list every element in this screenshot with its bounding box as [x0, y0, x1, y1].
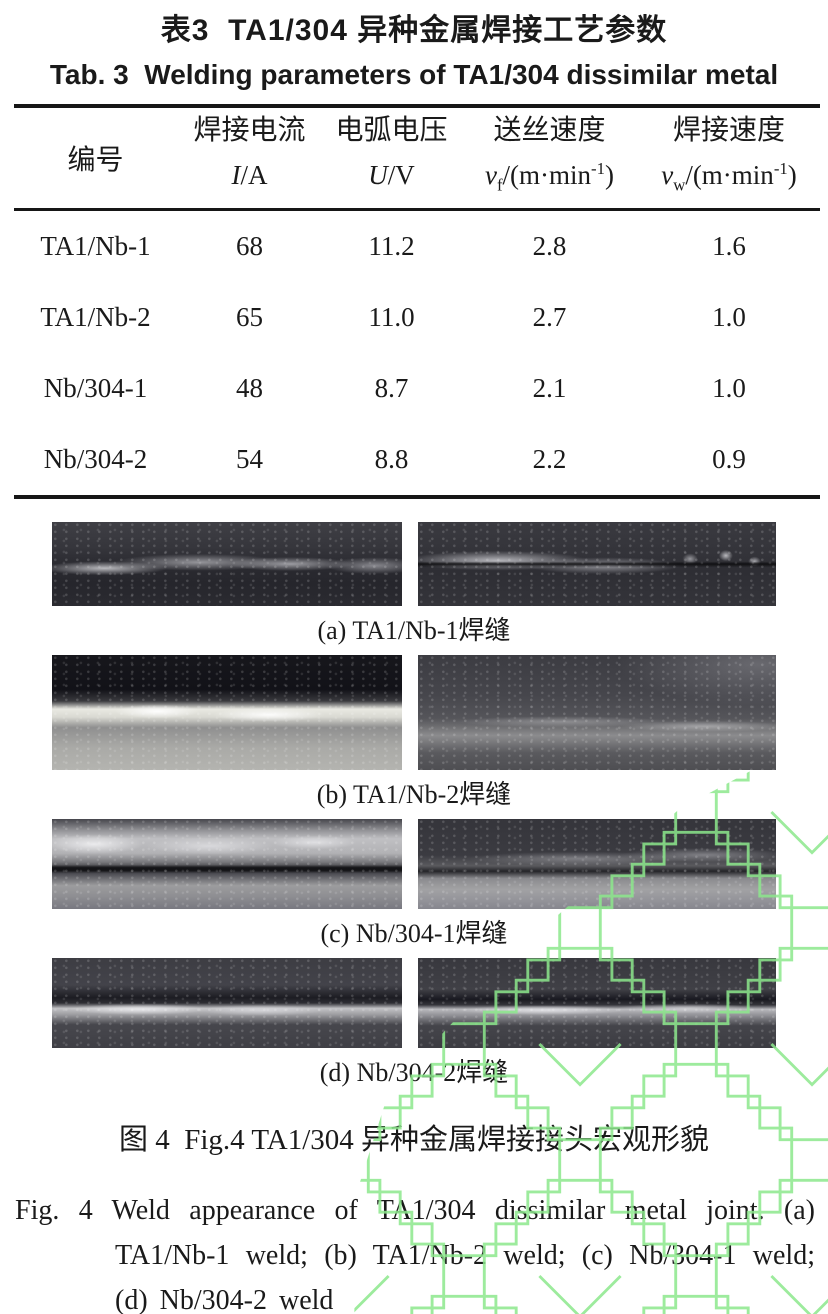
panel-caption-a: (a) TA1/Nb-1焊缝 — [317, 616, 511, 645]
panel-b: (b) TA1/Nb-2焊缝 — [0, 655, 828, 814]
weld-photo-a-left — [52, 522, 402, 606]
cell-voltage: 8.8 — [374, 444, 409, 474]
cell-id: TA1/Nb-1 — [40, 231, 151, 261]
cell-weld-speed: 1.0 — [712, 373, 746, 403]
cell-wire-feed: 2.2 — [532, 444, 567, 474]
panel-d: (d) Nb/304-2焊缝 — [0, 958, 828, 1092]
cell-voltage: 11.2 — [368, 231, 415, 261]
panel-c: (c) Nb/304-1焊缝 — [0, 819, 828, 953]
table-title-en: Tab. 3 Welding parameters of TA1/304 dis… — [49, 59, 779, 90]
cell-weld-speed: 1.0 — [712, 302, 746, 332]
weld-photo-a-right — [418, 522, 776, 606]
cell-current: 68 — [236, 231, 263, 261]
col-header-weld-speed: 焊接速度 vw/(m·min-1) — [638, 106, 820, 210]
figure-caption-zh: 图 4 Fig.4 TA1/304 异种金属焊接接头宏观形貌 — [118, 1124, 710, 1156]
col-header-current: 焊接电流 I/A — [177, 106, 322, 210]
cell-wire-feed: 2.1 — [532, 373, 567, 403]
table-row: Nb/304-2 54 8.8 2.2 0.9 — [14, 424, 820, 497]
cell-weld-speed: 1.6 — [712, 231, 746, 261]
col-header-weld-speed-zh: 焊接速度 — [672, 114, 785, 146]
col-header-voltage-zh: 电弧电压 — [335, 114, 448, 146]
table-row: TA1/Nb-1 68 11.2 2.8 1.6 — [14, 210, 820, 283]
weld-photo-c-right — [418, 819, 776, 909]
weld-photo-d-right — [418, 958, 776, 1048]
welding-parameters-table: 编号 焊接电流 I/A 电弧电压 U/V 送丝速度 — [14, 104, 820, 499]
weld-photo-b-right — [418, 655, 776, 770]
col-header-current-symbol: I/A — [231, 160, 268, 191]
cell-id: Nb/304-1 — [43, 373, 148, 403]
col-header-voltage: 电弧电压 U/V — [322, 106, 461, 210]
col-header-voltage-symbol: U/V — [368, 160, 415, 191]
weld-photo-c-left — [52, 819, 402, 909]
cell-voltage: 8.7 — [374, 373, 409, 403]
col-header-wire-feed-zh: 送丝速度 — [493, 114, 606, 146]
cell-current: 65 — [236, 302, 263, 332]
panel-a: (a) TA1/Nb-1焊缝 — [0, 522, 828, 650]
weld-photo-b-left — [52, 655, 402, 770]
cell-weld-speed: 0.9 — [712, 444, 746, 474]
table-row: TA1/Nb-2 65 11.0 2.7 1.0 — [14, 282, 820, 353]
panel-caption-b: (b) TA1/Nb-2焊缝 — [316, 780, 512, 809]
table-row: Nb/304-1 48 8.7 2.1 1.0 — [14, 353, 820, 424]
cell-current: 54 — [236, 444, 263, 474]
panel-caption-c: (c) Nb/304-1焊缝 — [320, 919, 508, 948]
col-header-id: 编号 — [67, 145, 124, 176]
table-header-row: 编号 焊接电流 I/A 电弧电压 U/V 送丝速度 — [14, 106, 820, 210]
cell-wire-feed: 2.7 — [532, 302, 567, 332]
col-header-wire-feed: 送丝速度 vf/(m·min-1) — [461, 106, 638, 210]
cell-current: 48 — [236, 373, 263, 403]
figure-4: (a) TA1/Nb-1焊缝 (b) TA1/Nb-2焊缝 (c) Nb/304… — [0, 522, 828, 1314]
cell-id: TA1/Nb-2 — [40, 302, 151, 332]
col-header-wire-feed-symbol: vf/(m·min-1) — [484, 159, 614, 195]
cell-voltage: 11.0 — [368, 302, 415, 332]
col-header-current-zh: 焊接电流 — [193, 114, 306, 146]
table-title-zh: 表3 TA1/304 异种金属焊接工艺参数 — [160, 14, 668, 47]
cell-id: Nb/304-2 — [43, 444, 148, 474]
figure-caption-en: Fig. 4 Weld appearance of TA1/304 dissim… — [15, 1195, 815, 1314]
weld-photo-d-left — [52, 958, 402, 1048]
col-header-weld-speed-symbol: vw/(m·min-1) — [661, 159, 797, 195]
panel-caption-d: (d) Nb/304-2焊缝 — [319, 1058, 509, 1087]
cell-wire-feed: 2.8 — [532, 231, 567, 261]
